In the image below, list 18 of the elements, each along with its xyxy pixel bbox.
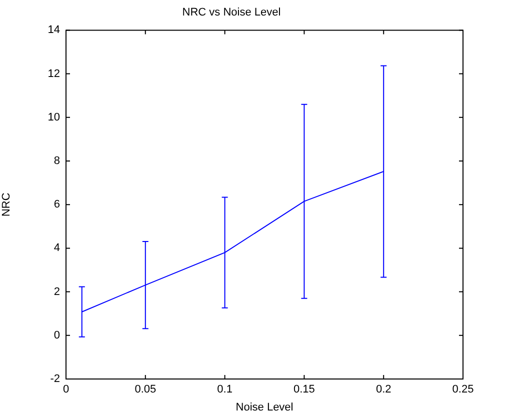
y-tick-label: 12 (48, 68, 60, 80)
y-tick-label: 6 (54, 198, 60, 211)
y-tick-label: 8 (54, 155, 60, 168)
y-tick-label: 14 (48, 24, 60, 36)
x-tick-label: 0.1 (217, 384, 232, 396)
y-tick-label: 2 (54, 286, 60, 298)
x-tick-label: 0.15 (293, 384, 315, 396)
y-axis-title: NRC (0, 192, 13, 217)
x-tick-label: 0.2 (376, 384, 392, 396)
y-tick-label: -2 (50, 373, 60, 386)
y-tick-label: 4 (54, 242, 60, 254)
y-tick-label: 10 (48, 111, 60, 124)
x-tick-label: 0 (62, 384, 70, 396)
x-tick-label: 0.25 (452, 384, 474, 396)
x-tick-label: 0.05 (134, 384, 156, 396)
chart-title: NRC vs Noise Level (182, 6, 281, 19)
x-axis-title: Noise Level (236, 401, 294, 414)
y-tick-label: 0 (54, 329, 60, 342)
